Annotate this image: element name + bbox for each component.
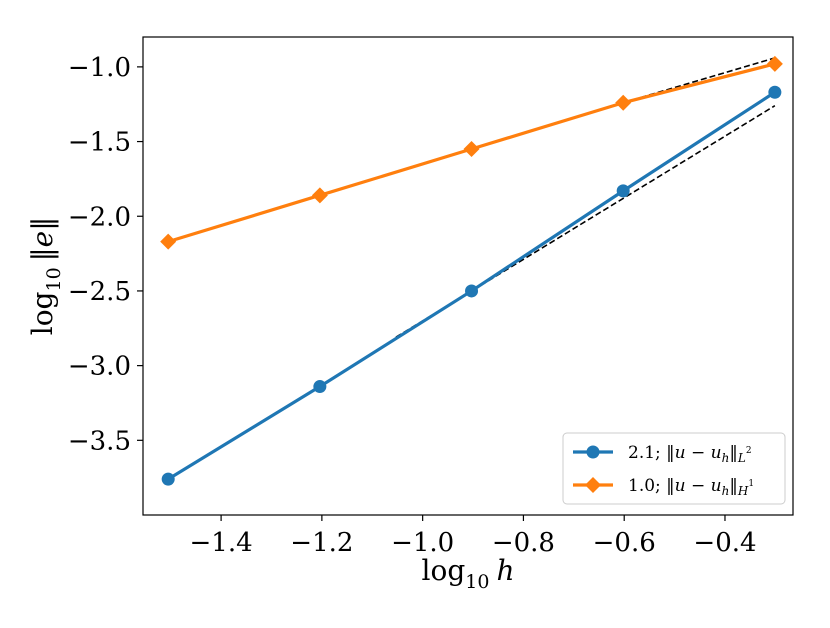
y-tick-label: −1.5 xyxy=(68,128,131,158)
data-point-circle xyxy=(465,284,479,298)
legend-label: 2.1; ‖u − uh‖L2 xyxy=(628,443,752,465)
series-layer xyxy=(160,55,783,486)
legend-items: 2.1; ‖u − uh‖L2 1.0; ‖u − uh‖H1 xyxy=(573,443,754,498)
reference-lines xyxy=(395,57,776,338)
x-tick-label: −1.4 xyxy=(190,528,253,558)
x-axis-title-sub: 10 xyxy=(465,571,489,593)
y-tick-label: −3.5 xyxy=(68,426,131,456)
x-axis-ticks: −1.4 −1.2 −1.0 −0.8 −0.6 −0.4 xyxy=(190,515,757,558)
x-tick-label: −0.4 xyxy=(693,528,756,558)
data-point-diamond xyxy=(160,233,177,250)
plot-frame xyxy=(142,36,794,516)
y-axis-ticks: −1.0 −1.5 −2.0 −2.5 −3.0 −3.5 xyxy=(68,53,143,456)
x-tick-label: −0.6 xyxy=(593,528,656,558)
y-tick-label: −2.0 xyxy=(68,202,131,232)
legend: 2.1; ‖u − uh‖L2 1.0; ‖u − uh‖H1 xyxy=(562,432,786,505)
data-point-circle xyxy=(768,85,782,99)
x-tick-label: −1.2 xyxy=(290,528,353,558)
x-axis-title-prefix: log xyxy=(422,554,466,587)
legend-label: 1.0; ‖u − uh‖H1 xyxy=(628,476,754,498)
data-point-diamond xyxy=(615,94,632,111)
x-tick-label: −0.8 xyxy=(492,528,555,558)
reference-slope-line xyxy=(622,57,776,104)
y-tick-label: −2.5 xyxy=(68,277,131,307)
legend-marker xyxy=(586,445,600,459)
y-axis-title-sub: 10 xyxy=(43,267,65,291)
y-tick-label: −1.0 xyxy=(68,53,131,83)
y-axis-title-prefix: log xyxy=(26,291,59,335)
data-point-circle xyxy=(616,184,630,198)
legend-box xyxy=(562,432,786,505)
data-point-circle xyxy=(161,472,175,486)
y-tick-label: −3.0 xyxy=(68,352,131,382)
x-axis-title-var: h xyxy=(496,554,514,587)
x-axis-title: log10 h xyxy=(422,554,515,593)
y-axis-title-var: ‖e‖ xyxy=(26,217,59,262)
legend-marker xyxy=(585,477,601,493)
data-point-diamond xyxy=(766,55,783,72)
data-point-circle xyxy=(313,380,327,394)
x-tick-label: −1.0 xyxy=(391,528,454,558)
data-point-diamond xyxy=(463,141,480,158)
data-point-diamond xyxy=(311,187,328,204)
y-axis-title: log10 ‖e‖ xyxy=(26,217,65,336)
